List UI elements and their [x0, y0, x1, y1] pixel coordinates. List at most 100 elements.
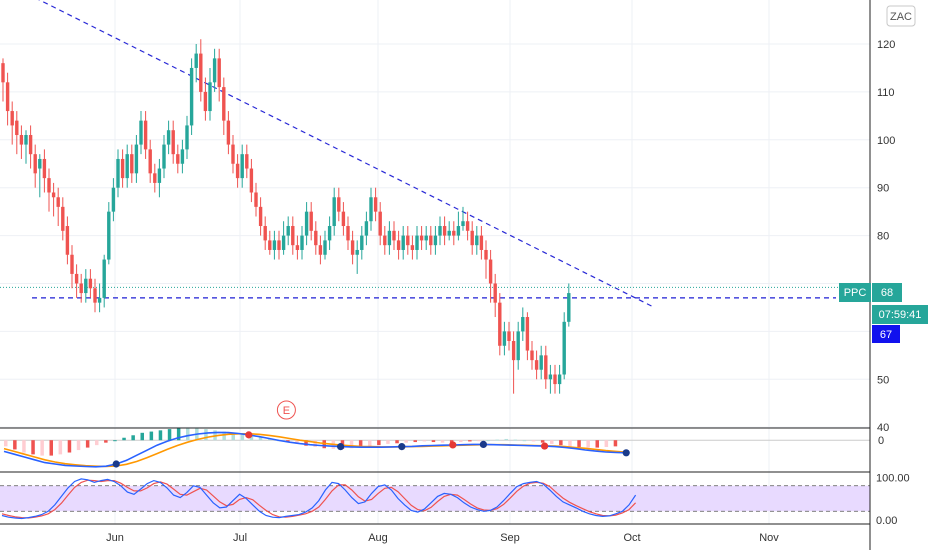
- candle-body: [488, 259, 493, 284]
- time-tick-label: Nov: [759, 532, 779, 544]
- macd-histogram-bar: [531, 440, 536, 442]
- candle-body: [56, 197, 60, 207]
- candle-body: [139, 120, 143, 145]
- candle-body: [567, 293, 571, 322]
- candle-body: [157, 168, 162, 183]
- candle-body: [447, 230, 451, 236]
- candle-body: [498, 302, 502, 346]
- candle-body: [318, 245, 323, 255]
- macd-line: [3, 431, 627, 468]
- candle-body: [65, 226, 70, 255]
- candle-body: [364, 221, 369, 236]
- macd-histogram-bar: [58, 440, 63, 455]
- stochastic-tick-0: 0.00: [876, 515, 897, 527]
- candle-body: [369, 197, 373, 222]
- macd-histogram-bar: [122, 437, 126, 441]
- stochastic-d-line: [1, 479, 637, 519]
- macd-histogram-bar: [295, 440, 299, 444]
- candle-body: [442, 226, 447, 236]
- candle-body: [120, 158, 125, 179]
- macd-histogram-bar: [468, 440, 472, 442]
- macd-histogram-bar: [113, 440, 117, 442]
- candle-body: [378, 211, 382, 236]
- macd-histogram-bar: [240, 434, 245, 441]
- candle-body: [258, 206, 263, 227]
- candle-body: [134, 144, 139, 174]
- candle-body: [208, 82, 212, 112]
- macd-histogram-bar: [513, 439, 518, 441]
- candle-body: [38, 158, 42, 169]
- macd-histogram-bar: [540, 440, 545, 443]
- candle-body: [300, 235, 304, 250]
- time-tick-label: Oct: [623, 532, 640, 544]
- macd-histogram-bar: [459, 440, 463, 443]
- ppc-symbol-label: PPC: [844, 287, 867, 299]
- candle-body: [217, 58, 221, 88]
- candle-body: [355, 249, 359, 255]
- last-price-label: 68: [881, 287, 893, 299]
- macd-histogram-bar: [477, 440, 481, 442]
- candle-body: [337, 197, 341, 212]
- stochastic-k-line: [1, 478, 637, 520]
- macd-histogram-bar: [222, 431, 226, 441]
- candle-body: [373, 197, 378, 212]
- macd-histogram-bar: [449, 440, 454, 443]
- candle-body: [332, 197, 336, 227]
- price-tick-label: 50: [877, 374, 889, 386]
- stochastic-pane[interactable]: 100.00 0.00: [0, 472, 910, 527]
- candle-body: [15, 120, 19, 136]
- candle-body: [28, 135, 33, 155]
- macd-cross-dot: [622, 449, 630, 457]
- macd-histogram-bar: [613, 440, 618, 447]
- price-axis[interactable]: 40 50 80 90 100 110 120: [877, 39, 895, 434]
- price-pane[interactable]: E: [0, 0, 870, 420]
- macd-histogram-bar: [304, 440, 308, 446]
- candle-body: [456, 226, 461, 236]
- price-tick-label: 120: [877, 39, 895, 51]
- candle-body: [360, 235, 364, 250]
- candle-body: [304, 211, 309, 236]
- time-axis[interactable]: Jun Jul Aug Sep Oct Nov: [106, 532, 779, 544]
- earnings-marker[interactable]: E: [276, 400, 296, 420]
- candle-body: [562, 321, 566, 375]
- symbol-badge-text: ZAC: [890, 11, 912, 23]
- macd-histogram-bar: [577, 440, 581, 447]
- candle-body: [548, 374, 553, 380]
- candle-body: [438, 226, 442, 236]
- countdown-badge: 07:59:41: [872, 305, 928, 324]
- symbol-badge[interactable]: ZAC: [886, 5, 916, 27]
- macd-histogram-bar: [522, 440, 527, 442]
- candle-body: [185, 125, 189, 150]
- grid: [0, 0, 870, 524]
- ppc-price-badge: PPC 68: [839, 283, 902, 302]
- candle-body: [180, 149, 185, 164]
- level-price-badge: 67: [872, 325, 900, 343]
- candle-body: [245, 154, 249, 169]
- candle-body: [93, 288, 97, 303]
- candle-body: [350, 240, 355, 255]
- candle-body: [433, 235, 438, 246]
- candle-body: [1, 63, 5, 83]
- macd-histogram-bar: [568, 440, 572, 447]
- macd-histogram-bar: [267, 438, 272, 441]
- macd-cross-dot: [337, 443, 345, 451]
- macd-histogram-bar: [67, 440, 72, 453]
- candle-body: [263, 226, 267, 241]
- candle-body: [479, 235, 484, 250]
- candle-body: [5, 82, 10, 112]
- candle-body: [162, 144, 166, 169]
- macd-histogram-bar: [550, 440, 554, 444]
- macd-histogram-bar: [176, 427, 181, 441]
- pane-separators: [0, 0, 871, 550]
- candle-body: [97, 297, 102, 303]
- macd-pane[interactable]: 0: [0, 427, 884, 468]
- candle-body: [415, 235, 419, 250]
- candle-body: [176, 154, 180, 164]
- stochastic-tick-100: 100.00: [876, 472, 910, 484]
- macd-histogram-bar: [140, 432, 144, 441]
- descending-trendline[interactable]: [3, 0, 656, 309]
- candle-body: [102, 259, 106, 298]
- macd-histogram-bar: [249, 435, 254, 441]
- candle-body: [79, 283, 83, 294]
